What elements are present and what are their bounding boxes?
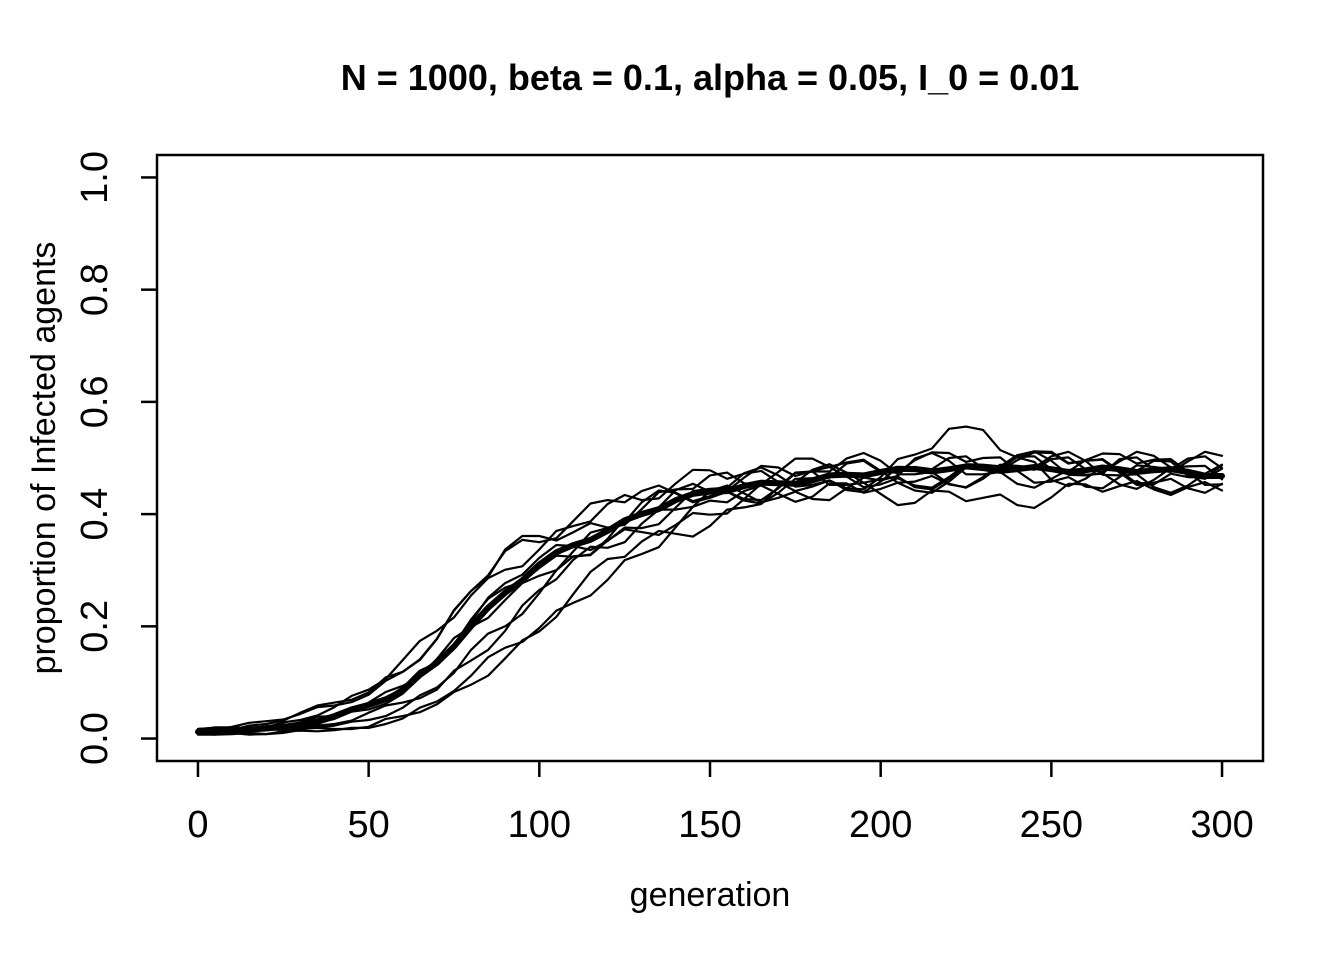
y-tick-label: 0.4: [74, 488, 116, 541]
x-tick-label: 0: [187, 804, 208, 846]
x-tick-label: 200: [849, 804, 912, 846]
x-tick-label: 50: [348, 804, 390, 846]
simulation-run-line: [196, 451, 1224, 736]
x-axis-label: generation: [629, 876, 791, 914]
y-axis-label: proportion of Infected agents: [25, 241, 63, 675]
x-tick-label: 250: [1020, 804, 1083, 846]
chart-title: N = 1000, beta = 0.1, alpha = 0.05, I_0 …: [340, 57, 1080, 98]
x-tick-label: 100: [508, 804, 571, 846]
y-tick-label: 0.6: [74, 375, 116, 428]
plot-box: [155, 153, 1265, 763]
simulation-run-line: [196, 450, 1224, 736]
simulation-run-line: [196, 470, 1224, 736]
y-tick-label: 1.0: [74, 151, 116, 204]
y-tick-label: 0.0: [74, 712, 116, 765]
x-tick-label: 300: [1190, 804, 1253, 846]
simulation-run-line: [196, 450, 1224, 732]
y-tick-label: 0.2: [74, 600, 116, 653]
x-tick-label: 150: [678, 804, 741, 846]
mean-line: [195, 463, 1225, 735]
simulation-run-line: [196, 450, 1224, 736]
y-tick-label: 0.8: [74, 263, 116, 316]
